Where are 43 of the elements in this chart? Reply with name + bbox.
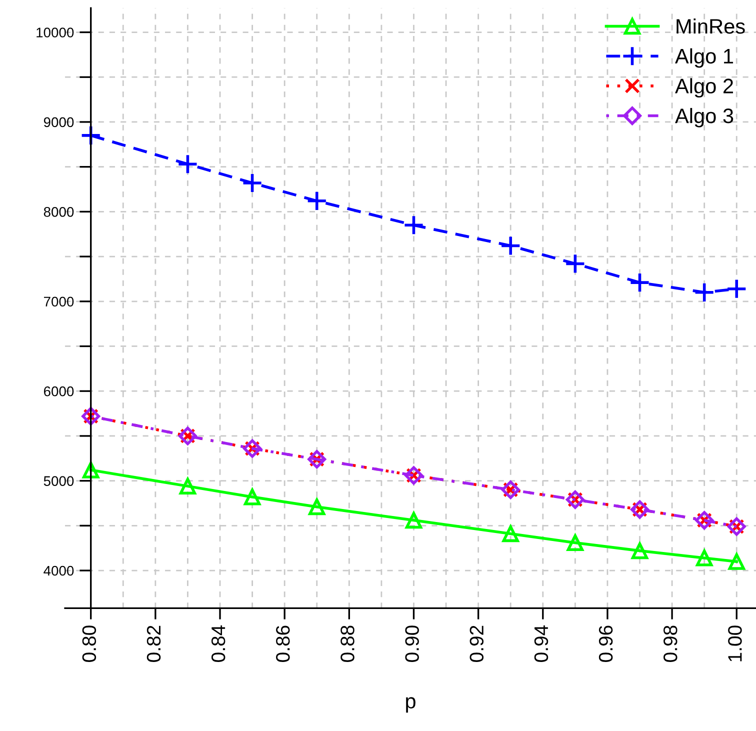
x-tick-label: 0.84 bbox=[211, 625, 226, 662]
legend-label: Algo 2 bbox=[675, 78, 733, 98]
y-tick-label: 8000 bbox=[44, 207, 74, 217]
point bbox=[629, 272, 650, 293]
legend-label: MinRes bbox=[676, 18, 745, 34]
point bbox=[179, 478, 196, 495]
y-tick-label: 5000 bbox=[44, 476, 74, 486]
legend-label: Algo 1 bbox=[675, 48, 734, 68]
legend-label: Algo 3 bbox=[675, 108, 734, 128]
x-tick-label: 0.82 bbox=[146, 626, 161, 662]
point bbox=[403, 214, 424, 236]
point bbox=[696, 550, 713, 566]
x-tick-label: 0.88 bbox=[340, 626, 354, 662]
y-tick-label: 9000 bbox=[44, 117, 74, 128]
point bbox=[726, 278, 748, 300]
point bbox=[502, 525, 519, 542]
point bbox=[500, 235, 522, 256]
y-tick-label: 7000 bbox=[44, 296, 74, 307]
x-tick-label: 0.86 bbox=[276, 626, 290, 662]
point bbox=[694, 282, 715, 303]
point bbox=[306, 190, 328, 212]
x-tick-label: 0.98 bbox=[664, 626, 678, 662]
y-tick-label: 6000 bbox=[44, 386, 74, 396]
x-tick-label: 0.92 bbox=[470, 626, 484, 662]
x-tick-label: 1.00 bbox=[728, 626, 742, 662]
point bbox=[564, 253, 586, 274]
point bbox=[177, 154, 198, 175]
x-axis-title: p bbox=[406, 697, 416, 713]
point bbox=[308, 498, 326, 516]
point bbox=[82, 462, 100, 478]
x-tick-label: 0.94 bbox=[534, 625, 548, 662]
x-tick-label: 0.90 bbox=[405, 626, 419, 662]
y-tick-label: 4000 bbox=[44, 566, 74, 576]
x-tick-label: 0.80 bbox=[82, 626, 96, 662]
y-tick-label: 10000 bbox=[36, 28, 74, 38]
point bbox=[728, 553, 745, 570]
point bbox=[244, 488, 261, 506]
point bbox=[242, 172, 263, 194]
point bbox=[405, 512, 422, 529]
point bbox=[631, 542, 648, 560]
x-tick-label: 0.96 bbox=[598, 626, 613, 662]
point bbox=[566, 534, 584, 552]
point bbox=[80, 125, 102, 146]
